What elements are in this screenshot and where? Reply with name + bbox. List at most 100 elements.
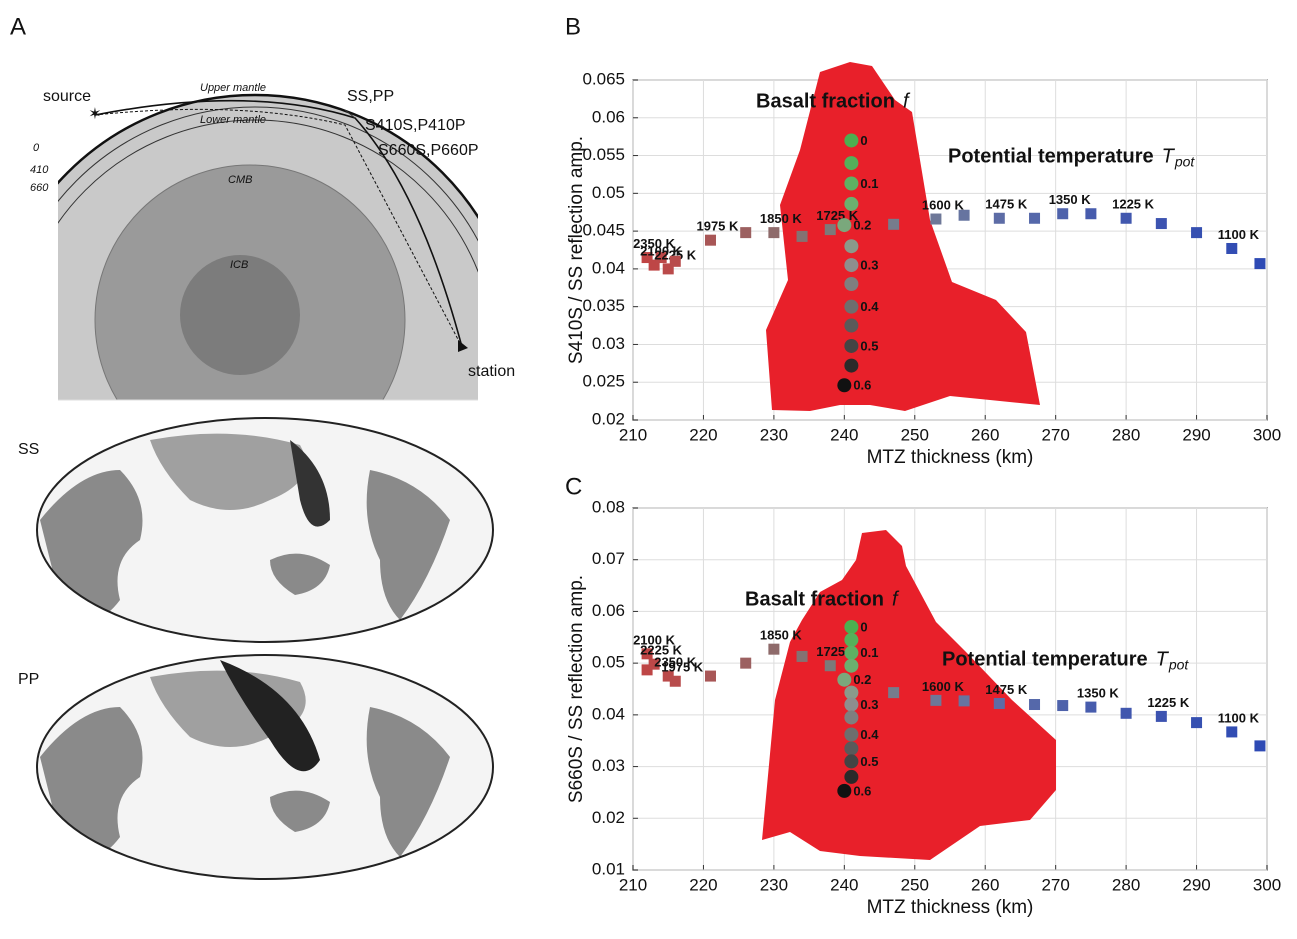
- basalt-point: [837, 218, 852, 233]
- point-label: 2350 K: [633, 236, 676, 251]
- basalt-point: [844, 632, 859, 647]
- basalt-point: [844, 710, 859, 725]
- depth-label: 660: [30, 182, 49, 194]
- point-label: 2100 K: [633, 632, 676, 647]
- basalt-point: [844, 769, 859, 784]
- depth-label: 410: [30, 164, 49, 176]
- temperature-point: [740, 657, 752, 669]
- point-label: 0.4: [860, 299, 879, 314]
- pp-map: [37, 655, 493, 879]
- temperature-point: [888, 687, 900, 699]
- x-tick-label: 290: [1182, 425, 1210, 444]
- basalt-point: [844, 196, 859, 211]
- point-label: 1100 K: [1218, 227, 1260, 242]
- point-label: 0: [860, 133, 867, 148]
- point-label: 1350 K: [1049, 192, 1092, 207]
- x-tick-label: 260: [971, 425, 999, 444]
- y-tick-label: 0.05: [592, 653, 625, 672]
- temperature-point: [824, 660, 836, 672]
- y-tick-label: 0.025: [582, 372, 625, 391]
- temperature-point: [669, 675, 681, 687]
- basalt-point: [837, 783, 852, 798]
- x-tick-label: 250: [901, 425, 929, 444]
- temperature-point: [662, 263, 674, 275]
- temperature-point: [1191, 717, 1203, 729]
- x-tick-label: 230: [760, 875, 788, 894]
- basalt-point: [844, 685, 859, 700]
- source-label: source: [43, 88, 91, 105]
- x-tick-label: 230: [760, 425, 788, 444]
- x-tick-label: 240: [830, 425, 858, 444]
- series-symbol: f: [892, 588, 900, 610]
- temperature-point: [824, 224, 836, 236]
- basalt-point: [837, 378, 852, 393]
- point-label: 0.5: [860, 338, 878, 353]
- depth-label: 0: [33, 142, 40, 154]
- basalt-point: [844, 697, 859, 712]
- phase-label: S410S,P410P: [365, 117, 466, 134]
- point-label: 0.3: [860, 258, 878, 273]
- point-label: 1600 K: [922, 197, 965, 212]
- panel-label: B: [565, 13, 581, 40]
- temperature-point: [1226, 726, 1238, 738]
- map-frame: [36, 654, 494, 880]
- temperature-point: [704, 234, 716, 246]
- temperature-point: [1085, 208, 1097, 220]
- station-label: station: [468, 363, 515, 380]
- temperature-point: [648, 259, 660, 271]
- temperature-point: [796, 230, 808, 242]
- point-label: 0.4: [860, 727, 879, 742]
- y-tick-label: 0.04: [592, 704, 625, 723]
- temperature-point: [930, 213, 942, 225]
- basalt-point: [844, 277, 859, 291]
- y-tick-label: 0.035: [582, 296, 625, 315]
- basalt-point: [844, 754, 859, 769]
- temperature-point: [768, 643, 780, 655]
- temperature-point: [1191, 227, 1203, 239]
- point-label: 0.2: [853, 672, 871, 687]
- basalt-point: [844, 133, 859, 148]
- x-tick-label: 270: [1041, 425, 1069, 444]
- temperature-point: [662, 670, 674, 682]
- x-axis-label: MTZ thickness (km): [867, 447, 1034, 468]
- point-label: 0.3: [860, 697, 878, 712]
- point-label: 0.2: [853, 218, 871, 233]
- y-tick-label: 0.08: [592, 497, 625, 516]
- x-tick-label: 220: [689, 425, 717, 444]
- y-tick-label: 0.065: [582, 69, 625, 88]
- temperature-point: [930, 694, 942, 706]
- point-label: 0.5: [860, 754, 878, 769]
- series-symbol-sub: pot: [1168, 657, 1190, 673]
- basalt-point: [844, 239, 859, 254]
- basalt-point: [844, 645, 859, 660]
- y-tick-label: 0.03: [592, 334, 625, 353]
- temperature-point: [1254, 740, 1266, 752]
- basalt-point: [844, 299, 859, 314]
- basalt-point: [844, 358, 859, 373]
- panel-label: C: [565, 473, 582, 500]
- sample-cloud: [766, 62, 1040, 411]
- source-marker: ✶: [88, 106, 101, 123]
- temperature-point: [704, 670, 716, 682]
- temperature-point: [1057, 700, 1069, 712]
- temperature-point: [641, 664, 653, 676]
- temperature-point: [655, 252, 667, 264]
- basalt-point: [837, 672, 852, 687]
- point-label: 1850 K: [760, 628, 803, 643]
- point-label: 0: [860, 619, 867, 634]
- ss-map: [37, 418, 493, 642]
- series-name: Basalt fraction: [756, 90, 895, 112]
- basalt-point: [844, 156, 859, 171]
- x-tick-label: 300: [1253, 875, 1281, 894]
- point-label: 1725: [816, 644, 845, 659]
- temperature-point: [1029, 699, 1041, 711]
- map-frame: [36, 417, 494, 643]
- series-symbol: T: [1162, 145, 1176, 167]
- x-tick-label: 210: [619, 425, 647, 444]
- basalt-point: [844, 658, 859, 673]
- point-label: 0.6: [853, 783, 871, 798]
- temperature-point: [888, 218, 900, 230]
- layer-label: Lower mantle: [200, 114, 266, 126]
- series-symbol: T: [1156, 648, 1170, 670]
- map-label: SS: [18, 441, 39, 458]
